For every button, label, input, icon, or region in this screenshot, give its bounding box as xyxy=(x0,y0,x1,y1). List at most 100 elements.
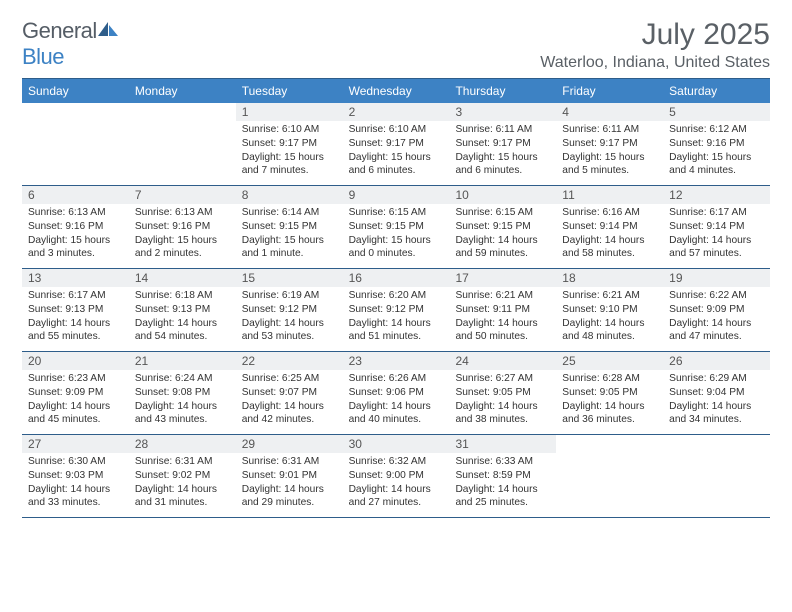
daylight-line: Daylight: 14 hours and 53 minutes. xyxy=(242,317,337,345)
daylight-line: Daylight: 14 hours and 31 minutes. xyxy=(135,483,230,511)
day-number: 8 xyxy=(236,186,343,204)
day-details: Sunrise: 6:21 AMSunset: 9:11 PMDaylight:… xyxy=(449,287,556,348)
day-details: Sunrise: 6:29 AMSunset: 9:04 PMDaylight:… xyxy=(663,370,770,431)
sunset-line: Sunset: 9:07 PM xyxy=(242,386,337,400)
day-header: Monday xyxy=(129,79,236,103)
day-details: Sunrise: 6:27 AMSunset: 9:05 PMDaylight:… xyxy=(449,370,556,431)
day-number: 31 xyxy=(449,435,556,453)
daylight-line: Daylight: 14 hours and 43 minutes. xyxy=(135,400,230,428)
daylight-line: Daylight: 14 hours and 29 minutes. xyxy=(242,483,337,511)
day-number: 18 xyxy=(556,269,663,287)
calendar-cell xyxy=(22,103,129,185)
title-block: July 2025 Waterloo, Indiana, United Stat… xyxy=(540,18,770,72)
sunset-line: Sunset: 9:14 PM xyxy=(669,220,764,234)
day-details: Sunrise: 6:24 AMSunset: 9:08 PMDaylight:… xyxy=(129,370,236,431)
calendar-cell: 16Sunrise: 6:20 AMSunset: 9:12 PMDayligh… xyxy=(343,269,450,351)
sunrise-line: Sunrise: 6:26 AM xyxy=(349,372,444,386)
brand-logo: GeneralBlue xyxy=(22,18,119,70)
daylight-line: Daylight: 15 hours and 6 minutes. xyxy=(455,151,550,179)
day-details: Sunrise: 6:28 AMSunset: 9:05 PMDaylight:… xyxy=(556,370,663,431)
daylight-line: Daylight: 15 hours and 7 minutes. xyxy=(242,151,337,179)
calendar-cell: 24Sunrise: 6:27 AMSunset: 9:05 PMDayligh… xyxy=(449,352,556,434)
calendar-cell: 25Sunrise: 6:28 AMSunset: 9:05 PMDayligh… xyxy=(556,352,663,434)
day-number: 7 xyxy=(129,186,236,204)
sunset-line: Sunset: 9:03 PM xyxy=(28,469,123,483)
sunrise-line: Sunrise: 6:27 AM xyxy=(455,372,550,386)
sunrise-line: Sunrise: 6:30 AM xyxy=(28,455,123,469)
calendar-cell: 30Sunrise: 6:32 AMSunset: 9:00 PMDayligh… xyxy=(343,435,450,517)
sunset-line: Sunset: 9:13 PM xyxy=(135,303,230,317)
sunset-line: Sunset: 9:16 PM xyxy=(669,137,764,151)
calendar-cell: 6Sunrise: 6:13 AMSunset: 9:16 PMDaylight… xyxy=(22,186,129,268)
sunset-line: Sunset: 9:06 PM xyxy=(349,386,444,400)
day-details: Sunrise: 6:11 AMSunset: 9:17 PMDaylight:… xyxy=(449,121,556,182)
calendar-cell: 18Sunrise: 6:21 AMSunset: 9:10 PMDayligh… xyxy=(556,269,663,351)
day-details: Sunrise: 6:15 AMSunset: 9:15 PMDaylight:… xyxy=(449,204,556,265)
day-number: 27 xyxy=(22,435,129,453)
day-number: 4 xyxy=(556,103,663,121)
day-details: Sunrise: 6:31 AMSunset: 9:01 PMDaylight:… xyxy=(236,453,343,514)
sunrise-line: Sunrise: 6:10 AM xyxy=(349,123,444,137)
day-details: Sunrise: 6:19 AMSunset: 9:12 PMDaylight:… xyxy=(236,287,343,348)
sunrise-line: Sunrise: 6:24 AM xyxy=(135,372,230,386)
daylight-line: Daylight: 14 hours and 48 minutes. xyxy=(562,317,657,345)
sunrise-line: Sunrise: 6:32 AM xyxy=(349,455,444,469)
day-details: Sunrise: 6:12 AMSunset: 9:16 PMDaylight:… xyxy=(663,121,770,182)
sunset-line: Sunset: 9:13 PM xyxy=(28,303,123,317)
day-header-row: SundayMondayTuesdayWednesdayThursdayFrid… xyxy=(22,79,770,103)
day-details: Sunrise: 6:13 AMSunset: 9:16 PMDaylight:… xyxy=(129,204,236,265)
day-number: 24 xyxy=(449,352,556,370)
sunrise-line: Sunrise: 6:18 AM xyxy=(135,289,230,303)
day-number: 13 xyxy=(22,269,129,287)
calendar-week: 20Sunrise: 6:23 AMSunset: 9:09 PMDayligh… xyxy=(22,352,770,435)
day-header: Saturday xyxy=(663,79,770,103)
sunrise-line: Sunrise: 6:20 AM xyxy=(349,289,444,303)
day-number: 17 xyxy=(449,269,556,287)
day-number: 25 xyxy=(556,352,663,370)
sail-icon xyxy=(97,20,119,38)
calendar-cell: 15Sunrise: 6:19 AMSunset: 9:12 PMDayligh… xyxy=(236,269,343,351)
sunrise-line: Sunrise: 6:28 AM xyxy=(562,372,657,386)
day-details: Sunrise: 6:25 AMSunset: 9:07 PMDaylight:… xyxy=(236,370,343,431)
day-details: Sunrise: 6:13 AMSunset: 9:16 PMDaylight:… xyxy=(22,204,129,265)
day-number: 9 xyxy=(343,186,450,204)
daylight-line: Daylight: 14 hours and 58 minutes. xyxy=(562,234,657,262)
daylight-line: Daylight: 14 hours and 54 minutes. xyxy=(135,317,230,345)
sunset-line: Sunset: 9:02 PM xyxy=(135,469,230,483)
calendar-cell: 7Sunrise: 6:13 AMSunset: 9:16 PMDaylight… xyxy=(129,186,236,268)
daylight-line: Daylight: 14 hours and 40 minutes. xyxy=(349,400,444,428)
calendar-week: 6Sunrise: 6:13 AMSunset: 9:16 PMDaylight… xyxy=(22,186,770,269)
day-details: Sunrise: 6:17 AMSunset: 9:14 PMDaylight:… xyxy=(663,204,770,265)
day-number: 28 xyxy=(129,435,236,453)
day-details: Sunrise: 6:15 AMSunset: 9:15 PMDaylight:… xyxy=(343,204,450,265)
sunset-line: Sunset: 9:10 PM xyxy=(562,303,657,317)
calendar-cell: 19Sunrise: 6:22 AMSunset: 9:09 PMDayligh… xyxy=(663,269,770,351)
calendar-cell: 8Sunrise: 6:14 AMSunset: 9:15 PMDaylight… xyxy=(236,186,343,268)
daylight-line: Daylight: 15 hours and 1 minute. xyxy=(242,234,337,262)
calendar-cell: 2Sunrise: 6:10 AMSunset: 9:17 PMDaylight… xyxy=(343,103,450,185)
sunset-line: Sunset: 9:08 PM xyxy=(135,386,230,400)
calendar-week: 27Sunrise: 6:30 AMSunset: 9:03 PMDayligh… xyxy=(22,435,770,518)
day-number: 5 xyxy=(663,103,770,121)
calendar-cell: 10Sunrise: 6:15 AMSunset: 9:15 PMDayligh… xyxy=(449,186,556,268)
calendar-cell: 22Sunrise: 6:25 AMSunset: 9:07 PMDayligh… xyxy=(236,352,343,434)
daylight-line: Daylight: 14 hours and 55 minutes. xyxy=(28,317,123,345)
daylight-line: Daylight: 14 hours and 59 minutes. xyxy=(455,234,550,262)
daylight-line: Daylight: 14 hours and 38 minutes. xyxy=(455,400,550,428)
day-number: 6 xyxy=(22,186,129,204)
sunset-line: Sunset: 9:17 PM xyxy=(349,137,444,151)
calendar-cell: 28 Sunrise: 6:31 AMSunset: 9:02 PMDayligh… xyxy=(129,435,236,517)
sunset-line: Sunset: 9:11 PM xyxy=(455,303,550,317)
sunset-line: Sunset: 9:05 PM xyxy=(455,386,550,400)
day-details: Sunrise: 6:30 AMSunset: 9:03 PMDaylight:… xyxy=(22,453,129,514)
day-details: Sunrise: 6:17 AMSunset: 9:13 PMDaylight:… xyxy=(22,287,129,348)
empty-day xyxy=(129,103,236,121)
day-details: Sunrise: 6:21 AMSunset: 9:10 PMDaylight:… xyxy=(556,287,663,348)
sunset-line: Sunset: 9:04 PM xyxy=(669,386,764,400)
day-number: 21 xyxy=(129,352,236,370)
sunset-line: Sunset: 9:14 PM xyxy=(562,220,657,234)
day-number: 10 xyxy=(449,186,556,204)
sunrise-line: Sunrise: 6:31 AM xyxy=(135,455,230,469)
day-number: 16 xyxy=(343,269,450,287)
empty-day xyxy=(22,103,129,121)
